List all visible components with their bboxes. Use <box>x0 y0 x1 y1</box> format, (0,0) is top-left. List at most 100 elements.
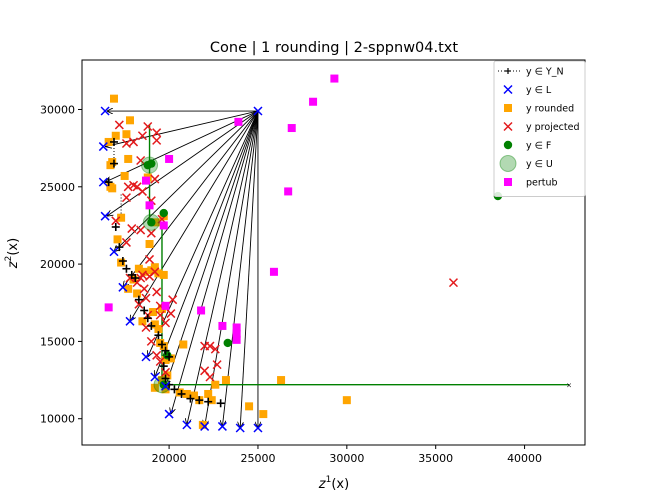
point-rounded <box>179 340 188 349</box>
point-pertub <box>104 303 113 312</box>
point-pertub <box>159 221 168 230</box>
point-projected <box>161 367 171 377</box>
point-rounded <box>150 320 159 329</box>
point-F <box>163 351 172 360</box>
point-YN <box>165 352 174 361</box>
x-tick-label: 35000 <box>418 452 453 465</box>
point-rounded <box>163 371 172 380</box>
x-tick-label: 30000 <box>329 452 364 465</box>
point-rounded <box>211 380 220 389</box>
point-projected <box>123 182 133 192</box>
point-projected <box>121 138 131 149</box>
y-tick-label: 15000 <box>40 335 75 348</box>
point-YN <box>154 331 163 340</box>
cone-arrow <box>187 110 259 425</box>
point-L <box>253 106 263 116</box>
point-rounded <box>134 264 143 273</box>
series-YN <box>104 137 225 408</box>
legend-label-projected: y projected <box>526 122 580 133</box>
point-pertub <box>165 154 174 163</box>
legend-label-U: y ∈ U <box>526 159 553 170</box>
point-rounded <box>125 116 134 125</box>
point-pertub <box>197 306 206 315</box>
series-projected <box>111 120 459 382</box>
point-rounded <box>111 131 120 140</box>
cone-arrow <box>166 110 259 386</box>
point-YN <box>111 222 120 231</box>
point-rounded <box>189 391 198 400</box>
point-YN <box>109 137 118 146</box>
point-YN <box>161 346 170 355</box>
y-tick-label: 30000 <box>40 103 75 116</box>
point-YN <box>140 306 149 315</box>
point-projected <box>152 128 162 138</box>
point-YN <box>161 374 170 383</box>
cone-arrow <box>148 110 259 357</box>
point-L <box>100 211 110 221</box>
legend-box <box>493 60 586 197</box>
chart-title: Cone | 1 rounding | 2-sppnw04.txt <box>210 40 458 56</box>
point-F <box>159 208 168 218</box>
point-projected <box>152 350 162 360</box>
point-rounded <box>221 376 230 385</box>
point-pertub <box>232 335 241 344</box>
cone-arrow <box>240 110 259 428</box>
point-rounded <box>182 389 191 398</box>
point-YN <box>157 340 166 349</box>
point-rounded <box>150 383 159 392</box>
point-pertub <box>232 329 241 338</box>
point-pertub <box>161 301 170 310</box>
point-L <box>161 381 171 391</box>
point-projected <box>121 193 131 203</box>
point-projected <box>137 131 147 141</box>
series-L <box>98 106 263 433</box>
point-rounded <box>161 355 170 364</box>
point-rounded <box>207 396 216 405</box>
point-rounded <box>342 396 351 405</box>
point-rounded <box>138 317 147 326</box>
point-projected <box>146 336 156 346</box>
point-rounded <box>154 269 163 278</box>
point-pertub <box>309 97 318 106</box>
point-projected <box>448 278 459 288</box>
cone-arrow <box>107 110 259 216</box>
legend-label-YN: y ∈ Y_N <box>526 67 564 78</box>
point-rounded <box>277 376 286 385</box>
point-L <box>217 421 227 431</box>
point-L <box>100 106 110 116</box>
point-YN <box>122 264 131 273</box>
legend-marker <box>504 104 512 112</box>
legend-marker <box>503 84 513 95</box>
point-rounded <box>159 342 168 351</box>
point-projected <box>121 237 131 247</box>
point-L <box>235 423 245 433</box>
y-tick-label: 20000 <box>40 258 75 271</box>
point-pertub <box>141 176 150 185</box>
point-projected <box>155 310 165 320</box>
point-projected <box>210 344 220 354</box>
point-rounded <box>159 270 168 279</box>
point-projected <box>152 135 162 145</box>
point-projected <box>136 225 146 235</box>
point-L <box>98 177 108 187</box>
point-YN <box>186 394 195 403</box>
point-YN <box>170 385 179 394</box>
cone-arrow <box>105 110 259 147</box>
point-YN <box>115 243 124 252</box>
point-projected <box>127 224 137 234</box>
point-pertub <box>287 124 296 133</box>
point-rounded <box>152 218 161 227</box>
point-projected <box>114 120 124 130</box>
point-projected <box>161 318 171 328</box>
x-tick-label: 20000 <box>152 452 187 465</box>
legend-marker <box>504 178 512 186</box>
point-F <box>147 159 156 168</box>
point-YN <box>147 321 156 330</box>
point-pertub <box>218 321 227 330</box>
point-L <box>118 282 128 292</box>
bound-line-end-marker: × <box>566 382 572 390</box>
point-rounded <box>124 284 133 293</box>
point-F <box>147 218 156 227</box>
point-rounded <box>175 388 184 397</box>
point-projected <box>205 372 215 382</box>
